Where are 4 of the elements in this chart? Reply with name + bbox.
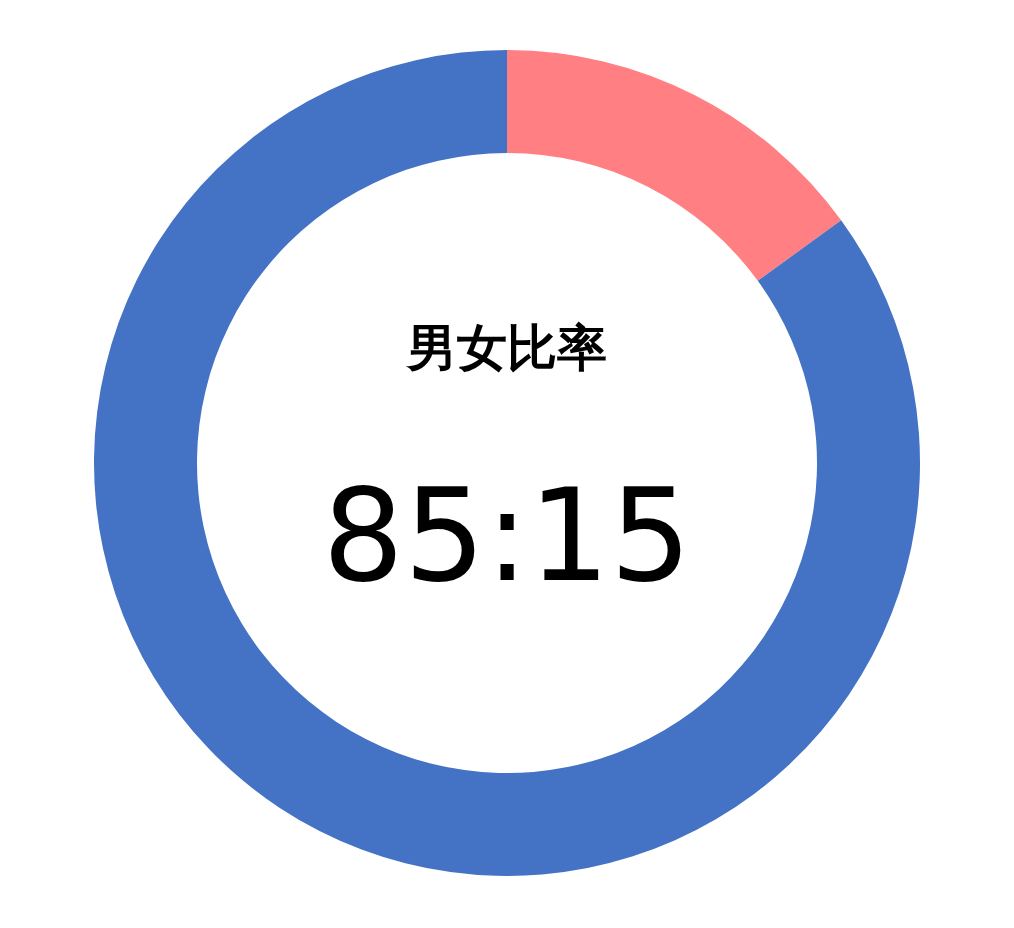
text: 85:15 — [322, 461, 692, 610]
donut-slice — [507, 50, 842, 281]
donut-slice — [94, 50, 920, 876]
text: 男女比率 — [405, 319, 607, 377]
